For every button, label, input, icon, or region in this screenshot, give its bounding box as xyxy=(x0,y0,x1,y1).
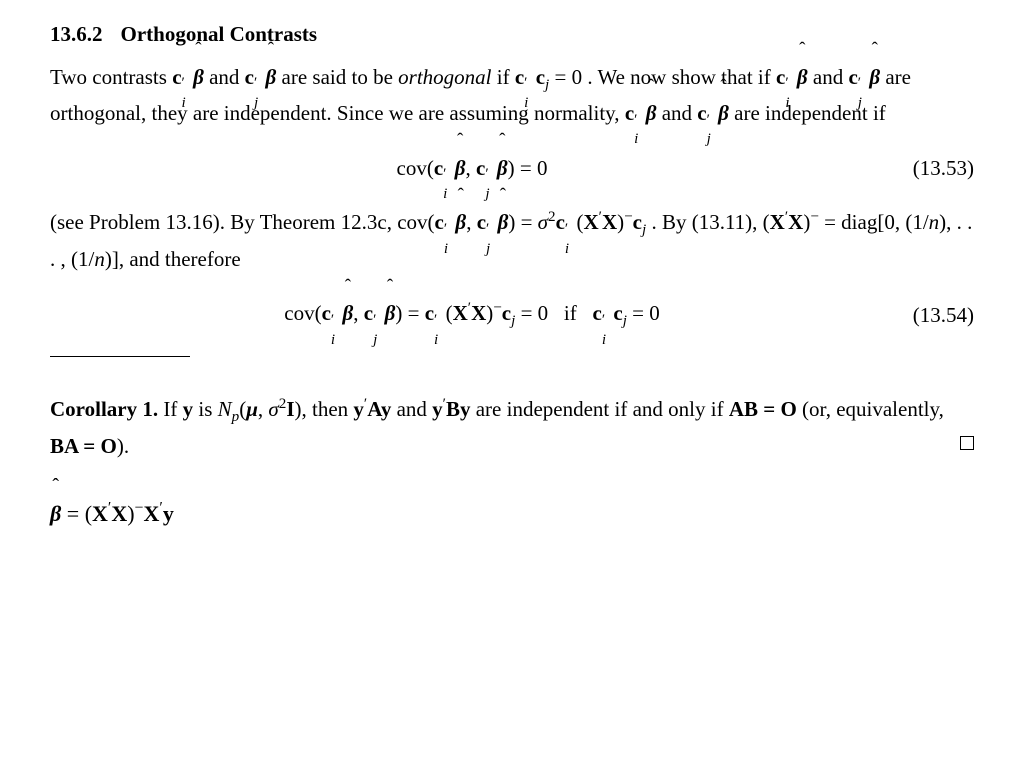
paragraph-2: (see Problem 13.16). By Theorem 12.3c, c… xyxy=(50,206,974,275)
equation-13-54: cov(c′iˆβ, c′jˆβ) = c′i(X′X)−cj = 0 if c… xyxy=(50,297,974,334)
math-BA-eq-O: BA = O xyxy=(50,434,117,458)
text: Two contrasts xyxy=(50,65,172,89)
text-n-2: n xyxy=(94,247,105,271)
text: are independent if and only if xyxy=(470,397,728,421)
paragraph-1: Two contrasts c′iˆβ and c′jˆβ are said t… xyxy=(50,61,974,130)
text: (or, equivalently, xyxy=(797,397,944,421)
equation-number: (13.53) xyxy=(894,152,974,185)
text: and xyxy=(209,65,245,89)
text: )], and therefore xyxy=(105,247,241,271)
text: and xyxy=(813,65,849,89)
text: are said to be xyxy=(282,65,399,89)
equation-number: (13.54) xyxy=(894,299,974,332)
math-ci-betahat: c′iˆβ xyxy=(172,65,204,89)
math-cov-sigma: cov(c′iˆβ, c′jˆβ) = σ2c′i(X′X)−cj xyxy=(397,210,651,234)
text: = diag[0, (1/ xyxy=(819,210,929,234)
section-title: Orthogonal Contrasts xyxy=(121,22,318,46)
qed-box xyxy=(960,436,974,450)
math-yAy: y′Ay xyxy=(353,397,391,421)
text: and xyxy=(391,397,432,421)
text: and xyxy=(662,101,698,125)
math-XX-diag: (X′X)− xyxy=(763,210,819,234)
text: . By (13.11), xyxy=(651,210,762,234)
math-ci-betahat-2: c′iˆβ xyxy=(776,65,808,89)
text: If xyxy=(158,397,183,421)
text: is xyxy=(193,397,218,421)
math-cj-betahat-3: c′jˆβ xyxy=(697,101,729,125)
text: are independent if xyxy=(734,101,886,125)
math-cicj-eq-0: c′icj = 0 xyxy=(515,65,582,89)
corollary-1: Corollary 1. If y is Np(μ, σ2I), then y′… xyxy=(50,393,974,462)
text: if xyxy=(492,65,515,89)
equation-13-53: cov(c′iˆβ, c′jˆβ) = 0 (13.53) xyxy=(50,152,974,185)
eq-13-54-body: cov(c′iˆβ, c′jˆβ) = c′i(X′X)−cj = 0 if c… xyxy=(284,301,659,325)
math-Np: Np(μ, σ2I) xyxy=(218,397,302,421)
eq-13-53-body: cov(c′iˆβ, c′jˆβ) = 0 xyxy=(397,156,548,180)
math-y: y xyxy=(183,397,194,421)
math-AB-eq-O: AB = O xyxy=(729,397,797,421)
corollary-label: Corollary 1. xyxy=(50,397,158,421)
section-number: 13.6.2 xyxy=(50,22,103,46)
math-ci-betahat-3: c′iˆβ xyxy=(625,101,657,125)
text: . We now show that if xyxy=(587,65,776,89)
equation-beta-hat: ˆβ = (X′X)−X′y xyxy=(50,496,974,530)
horizontal-rule xyxy=(50,356,190,357)
section-heading: 13.6.2 Orthogonal Contrasts xyxy=(50,18,974,51)
orthogonal-word: orthogonal xyxy=(398,65,491,89)
math-cj-betahat: c′jˆβ xyxy=(245,65,277,89)
text-n: n xyxy=(929,210,940,234)
math-yBy: y′By xyxy=(432,397,470,421)
text: ). xyxy=(117,434,129,458)
text: , then xyxy=(302,397,354,421)
math-cj-betahat-2: c′jˆβ xyxy=(848,65,880,89)
text: (see Problem 13.16). By Theorem 12.3c, xyxy=(50,210,397,234)
